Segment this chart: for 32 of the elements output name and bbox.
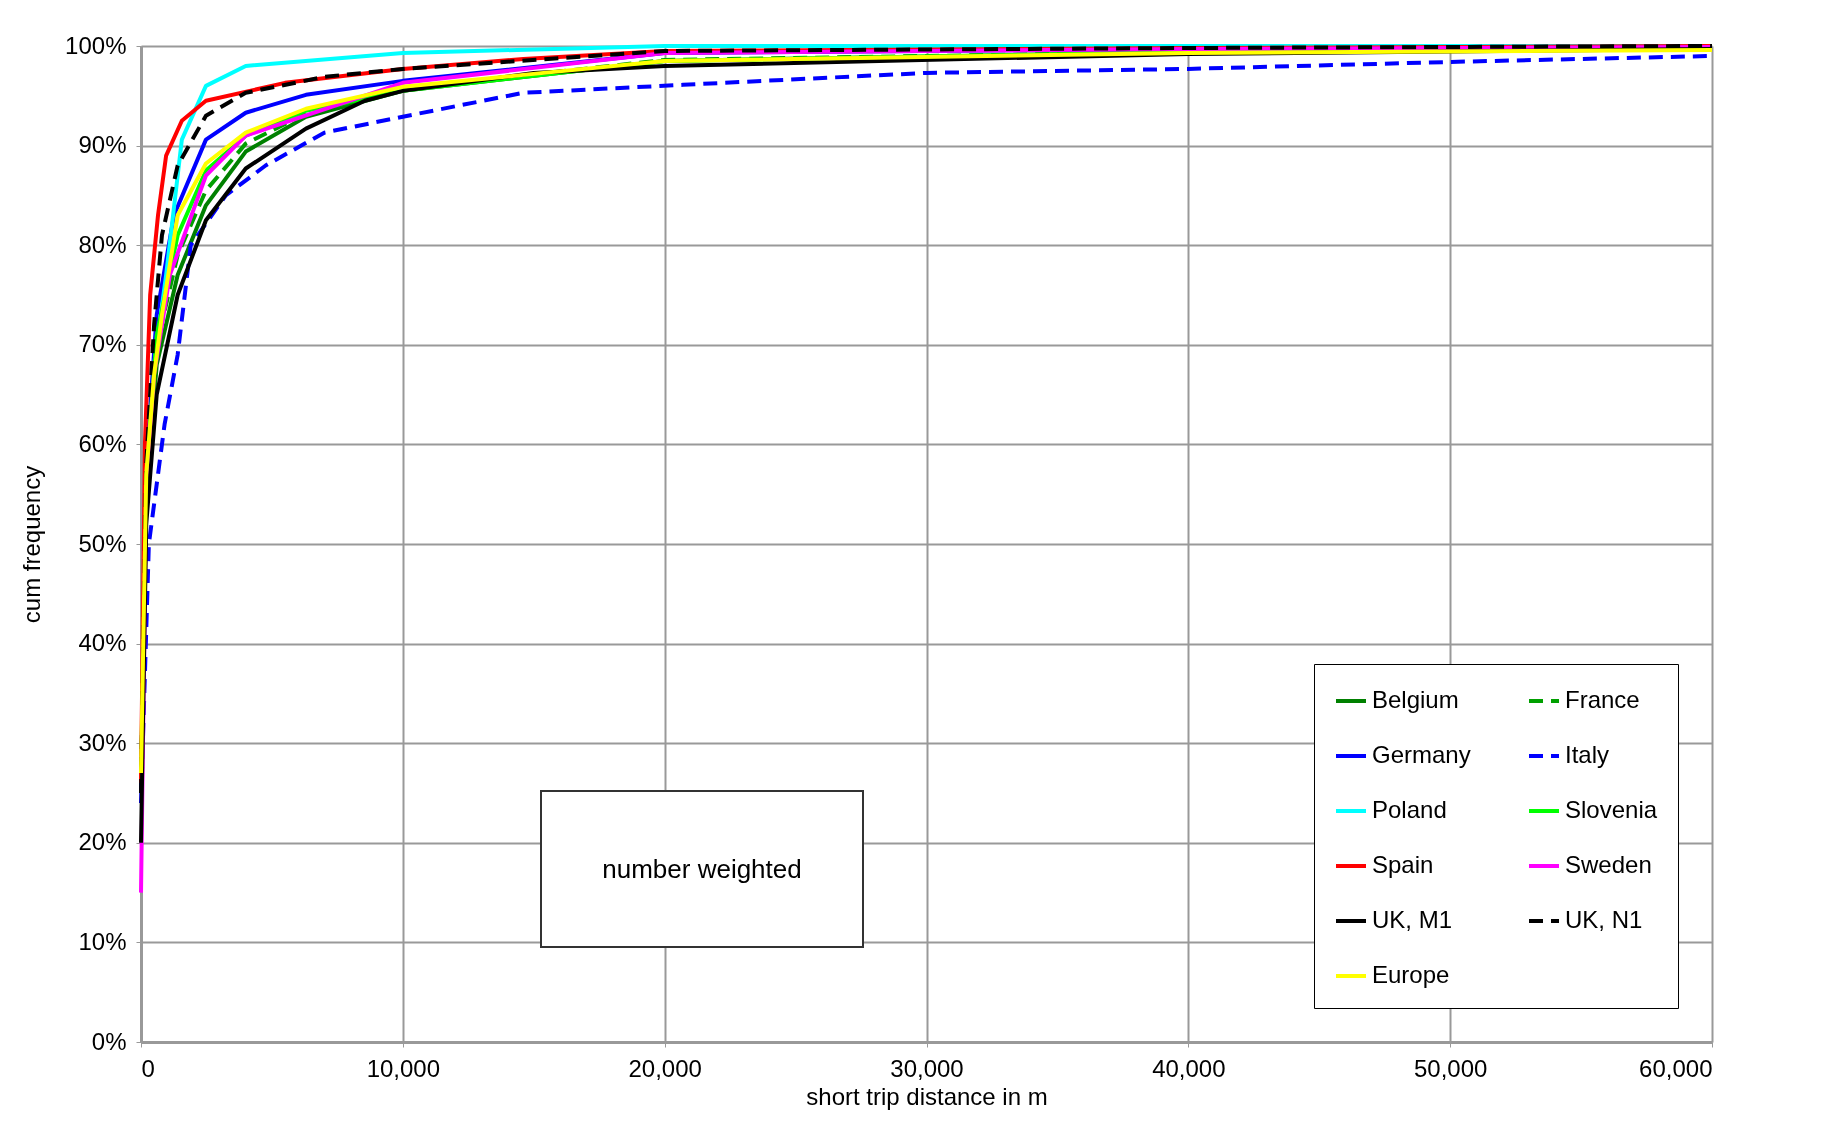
x-tick-label: 20,000 (628, 1054, 702, 1082)
legend-label: Slovenia (1565, 796, 1658, 823)
legend-label: Germany (1372, 741, 1471, 768)
x-tick-label: 30,000 (890, 1054, 964, 1082)
x-tick-label: 0 (141, 1054, 155, 1082)
legend-label: Belgium (1372, 686, 1459, 713)
legend-label: France (1565, 686, 1640, 713)
legend-label: UK, M1 (1372, 906, 1453, 933)
legend-label: Italy (1565, 741, 1610, 768)
legend-label: Poland (1372, 796, 1447, 823)
legend-label: Europe (1372, 961, 1450, 988)
y-tick-label: 100% (65, 31, 127, 59)
y-tick-label: 90% (78, 131, 127, 159)
legend-label: Sweden (1565, 851, 1652, 878)
y-tick-label: 40% (78, 629, 127, 657)
legend-label: UK, N1 (1565, 906, 1643, 933)
y-tick-label: 0% (91, 1027, 127, 1055)
y-axis-title: cum frequency (18, 465, 46, 624)
x-tick-label: 10,000 (366, 1054, 441, 1082)
y-tick-label: 30% (78, 728, 127, 756)
x-tick-label: 50,000 (1413, 1054, 1488, 1082)
x-tick-label: 60,000 (1639, 1054, 1713, 1082)
note-box: number weighted (540, 790, 864, 948)
y-tick-label: 70% (78, 330, 127, 358)
legend-label: Spain (1372, 851, 1434, 878)
y-tick-label: 60% (78, 429, 127, 457)
y-tick-label: 20% (78, 828, 127, 856)
y-tick-label: 80% (78, 230, 127, 258)
y-tick-label: 10% (78, 927, 127, 955)
x-axis-title: short trip distance in m (806, 1082, 1048, 1110)
x-tick-label: 40,000 (1152, 1054, 1226, 1082)
y-tick-label: 50% (78, 529, 127, 557)
